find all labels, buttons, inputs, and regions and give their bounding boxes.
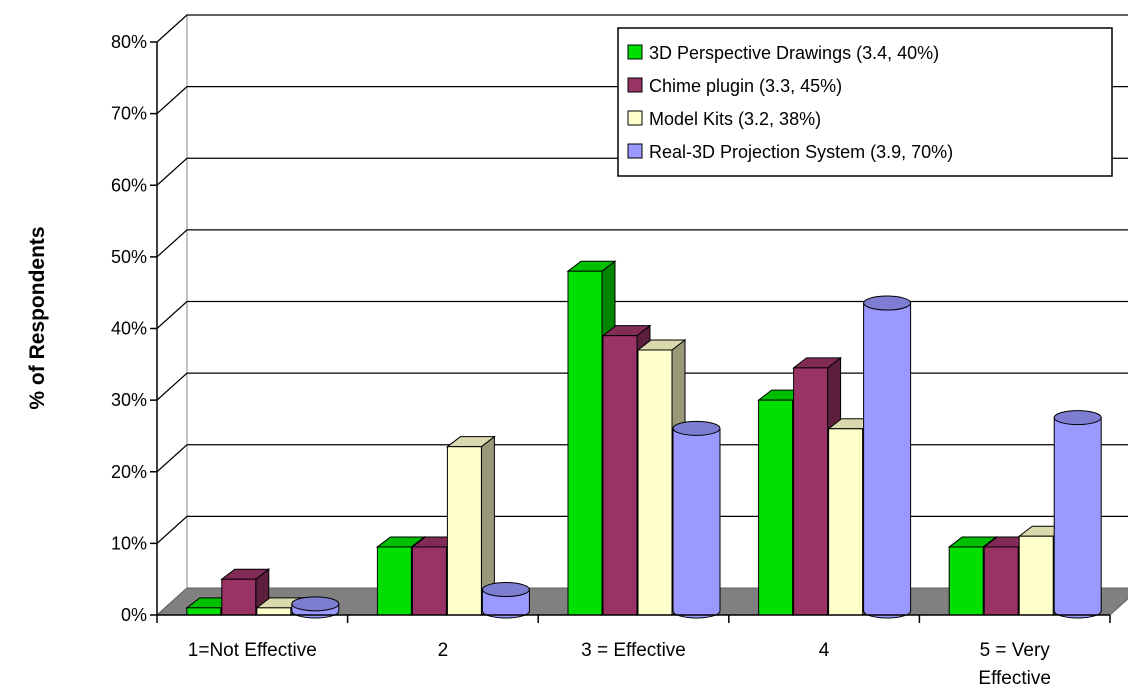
legend-label: Real-3D Projection System (3.9, 70%) xyxy=(649,142,953,162)
x-category-label: 1=Not Effective xyxy=(188,640,317,661)
legend-box xyxy=(617,27,1113,177)
bar-real-3d-body xyxy=(1053,417,1102,619)
bar-3d-front xyxy=(567,270,603,616)
bar-model-front xyxy=(446,446,482,616)
bar-chime-front xyxy=(411,546,447,616)
bar-model-front xyxy=(1018,535,1054,616)
x-category-label: Effective xyxy=(978,668,1051,688)
bar-model-front xyxy=(637,349,673,616)
bar-chime-front xyxy=(602,335,638,616)
y-tick-label: 20% xyxy=(111,462,147,482)
y-tick-label: 40% xyxy=(111,319,147,339)
legend-swatch xyxy=(627,110,643,126)
x-category-label: 3 = Effective xyxy=(581,640,686,661)
y-tick-label: 70% xyxy=(111,104,147,124)
bars xyxy=(185,260,1102,619)
bar-real-3d-top xyxy=(291,596,340,612)
x-axis: 1=Not Effective 2 3 = Effective 4 5 = Very Ef… xyxy=(156,614,1111,689)
bar-3d-front xyxy=(758,399,794,616)
bar-real-3d-top xyxy=(481,582,530,598)
y-tick-label: 10% xyxy=(111,533,147,553)
y-tick-label: 80% xyxy=(111,32,147,52)
bar-chime-front xyxy=(983,546,1019,616)
bar-model-front xyxy=(256,607,292,616)
legend-label: Chime plugin (3.3, 45%) xyxy=(649,76,842,96)
legend-label: 3D Perspective Drawings (3.4, 40%) xyxy=(649,43,939,63)
legend-label: Model Kits (3.2, 38%) xyxy=(649,109,821,129)
bar-3d-front xyxy=(376,546,412,616)
y-tick-label: 50% xyxy=(111,247,147,267)
legend-swatch xyxy=(627,77,643,93)
legend-swatch xyxy=(627,143,643,159)
bar-chime-front xyxy=(793,367,829,616)
legend: 3D Perspective Drawings (3.4, 40%) Chime … xyxy=(617,27,1113,177)
bar-real-3d-top xyxy=(863,295,912,311)
y-axis-title: % of Respondents xyxy=(26,226,49,409)
bar-model-front xyxy=(828,428,864,616)
x-category-label: 5 = Very xyxy=(980,640,1051,661)
y-tick-label: 0% xyxy=(121,605,147,625)
x-category-label: 2 xyxy=(438,640,449,661)
x-category-label: 4 xyxy=(819,640,830,661)
bar-real-3d-top xyxy=(1053,410,1102,426)
y-tick-label: 30% xyxy=(111,390,147,410)
bar-3d-front xyxy=(948,546,984,616)
gridline xyxy=(156,229,1128,258)
gridline xyxy=(156,300,1128,329)
y-axis: 0% 10% 20% 30% 40% 50% 60% 70% 80% xyxy=(111,32,158,625)
bar-real-3d-top xyxy=(672,420,721,436)
legend-swatch xyxy=(627,44,643,60)
bar-chime-front xyxy=(221,578,257,616)
y-tick-label: 60% xyxy=(111,175,147,195)
bar-real-3d-body xyxy=(863,302,912,619)
bar-real-3d-body xyxy=(481,589,530,619)
bar-real-3d-body xyxy=(672,427,721,619)
bar-3d-front xyxy=(186,607,222,616)
